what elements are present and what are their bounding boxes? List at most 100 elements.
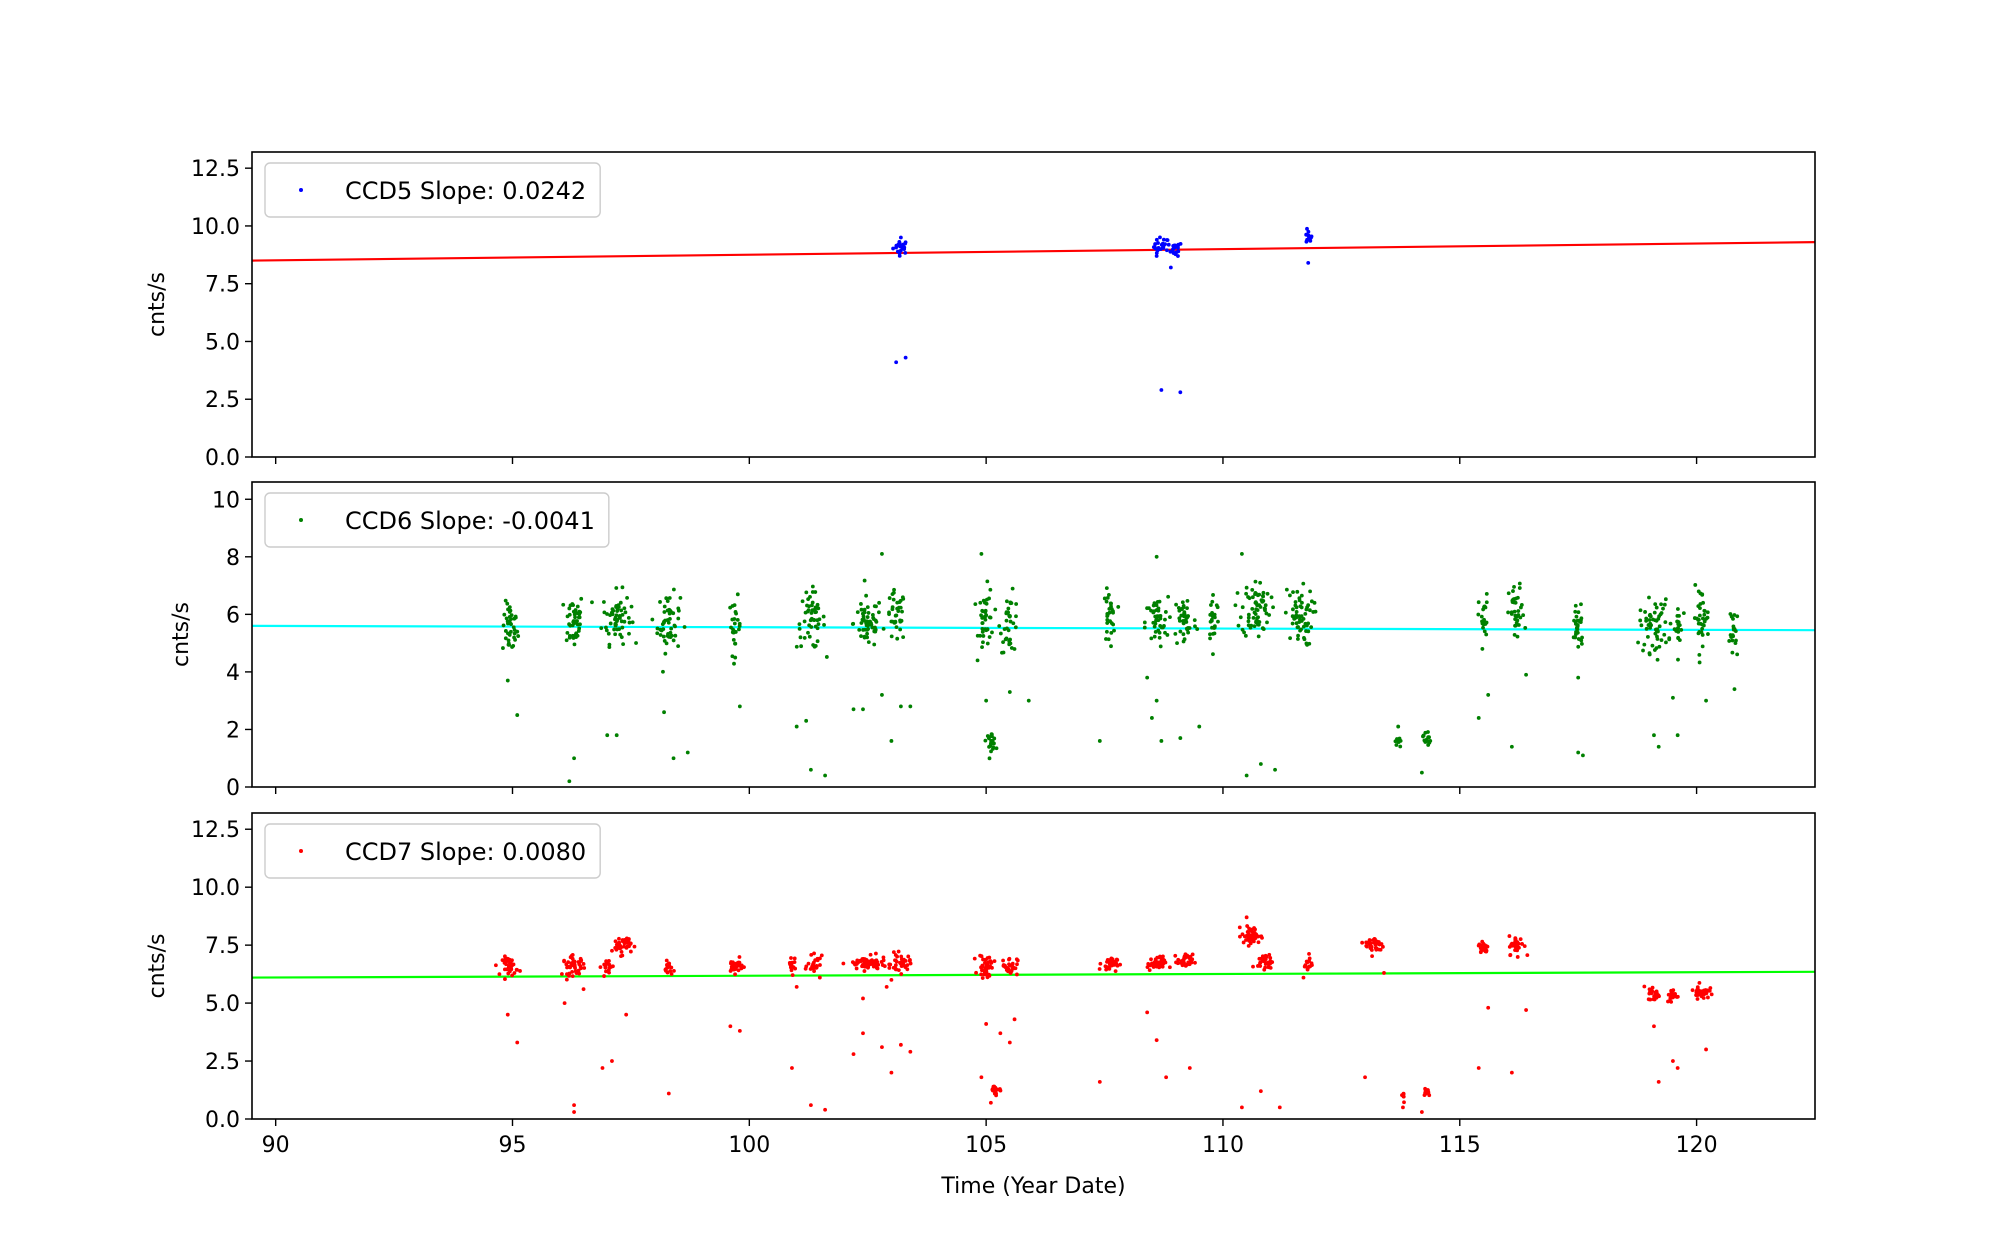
y-tick-label: 10.0 xyxy=(191,876,240,901)
data-point xyxy=(1262,959,1267,964)
data-point xyxy=(668,630,673,635)
data-point xyxy=(1210,614,1215,619)
data-point xyxy=(1106,958,1111,963)
data-point xyxy=(806,597,811,602)
data-point xyxy=(1164,1075,1169,1080)
data-point xyxy=(1245,924,1250,928)
legend: CCD5 Slope: 0.0242 xyxy=(264,162,601,218)
data-point xyxy=(599,626,604,631)
data-point xyxy=(620,625,625,630)
data-point xyxy=(984,1022,989,1026)
data-point xyxy=(1508,953,1513,957)
data-point xyxy=(879,960,884,964)
data-point xyxy=(853,962,857,967)
data-point xyxy=(1699,994,1704,999)
data-point xyxy=(1109,644,1113,649)
data-point xyxy=(577,962,582,967)
data-point xyxy=(501,623,506,628)
data-point xyxy=(737,704,742,709)
data-point xyxy=(561,602,566,607)
data-point xyxy=(1308,608,1312,613)
data-point xyxy=(629,604,634,609)
data-point xyxy=(884,984,889,989)
data-point xyxy=(1193,624,1197,629)
data-point xyxy=(1671,1059,1675,1063)
data-point xyxy=(1261,955,1266,960)
y-tick-label: 2 xyxy=(226,718,240,743)
data-point xyxy=(1148,963,1153,968)
data-point xyxy=(797,626,802,631)
data-point xyxy=(1257,956,1262,961)
y-tick-label: 7.5 xyxy=(205,934,240,959)
data-point xyxy=(1478,946,1483,951)
data-point xyxy=(1481,625,1485,630)
data-point xyxy=(1647,651,1652,656)
data-point xyxy=(804,718,809,723)
data-point xyxy=(813,624,818,629)
data-point xyxy=(1480,647,1485,651)
data-point xyxy=(806,630,810,635)
x-tick-label: 110 xyxy=(1202,1133,1244,1158)
data-point xyxy=(1367,938,1372,942)
data-point xyxy=(1175,641,1179,645)
data-point xyxy=(575,604,580,609)
data-point xyxy=(994,1093,998,1098)
data-point xyxy=(676,644,681,648)
data-point xyxy=(985,597,989,602)
data-point xyxy=(1245,933,1250,938)
data-point xyxy=(984,698,989,703)
data-point xyxy=(1297,596,1302,601)
data-point xyxy=(668,635,673,640)
data-point xyxy=(824,655,829,659)
data-point xyxy=(1421,733,1426,738)
data-point xyxy=(1648,625,1653,630)
data-point xyxy=(608,621,613,626)
data-point xyxy=(1676,607,1680,611)
data-point xyxy=(669,972,674,976)
data-point xyxy=(1109,630,1114,635)
data-point xyxy=(1118,962,1123,967)
axes-frame xyxy=(251,151,1816,458)
data-point xyxy=(661,669,665,674)
data-point xyxy=(1154,1038,1159,1043)
data-point xyxy=(1298,604,1303,609)
data-point xyxy=(1301,975,1306,980)
data-point xyxy=(1372,940,1376,945)
data-point xyxy=(889,1070,894,1075)
data-point xyxy=(672,623,677,628)
data-point xyxy=(821,614,826,619)
data-point xyxy=(607,970,611,975)
data-point xyxy=(1243,633,1248,638)
data-point xyxy=(493,963,498,968)
data-point xyxy=(1506,610,1510,615)
data-point xyxy=(1253,592,1257,597)
data-point xyxy=(661,627,666,631)
data-point xyxy=(1104,586,1109,591)
data-point xyxy=(1302,964,1307,969)
data-point xyxy=(737,627,741,632)
data-point xyxy=(1571,635,1576,640)
data-point xyxy=(975,658,980,663)
data-point xyxy=(617,614,622,618)
data-point xyxy=(978,633,983,638)
data-point xyxy=(1290,621,1295,626)
data-point xyxy=(619,619,624,624)
data-point xyxy=(988,615,993,620)
data-point xyxy=(898,235,903,240)
data-point xyxy=(671,756,676,761)
data-point xyxy=(613,939,618,944)
data-point xyxy=(1110,961,1115,966)
data-point xyxy=(1010,586,1015,591)
data-point xyxy=(1151,603,1156,608)
data-point xyxy=(1250,587,1255,592)
data-point xyxy=(1238,934,1242,939)
data-point xyxy=(1649,991,1654,996)
data-point xyxy=(790,973,795,978)
data-point xyxy=(891,597,896,602)
data-point xyxy=(1256,934,1261,939)
data-point xyxy=(1097,739,1102,743)
data-point xyxy=(1730,650,1735,655)
data-point xyxy=(622,606,627,611)
data-point xyxy=(899,954,904,959)
data-point xyxy=(604,625,608,630)
